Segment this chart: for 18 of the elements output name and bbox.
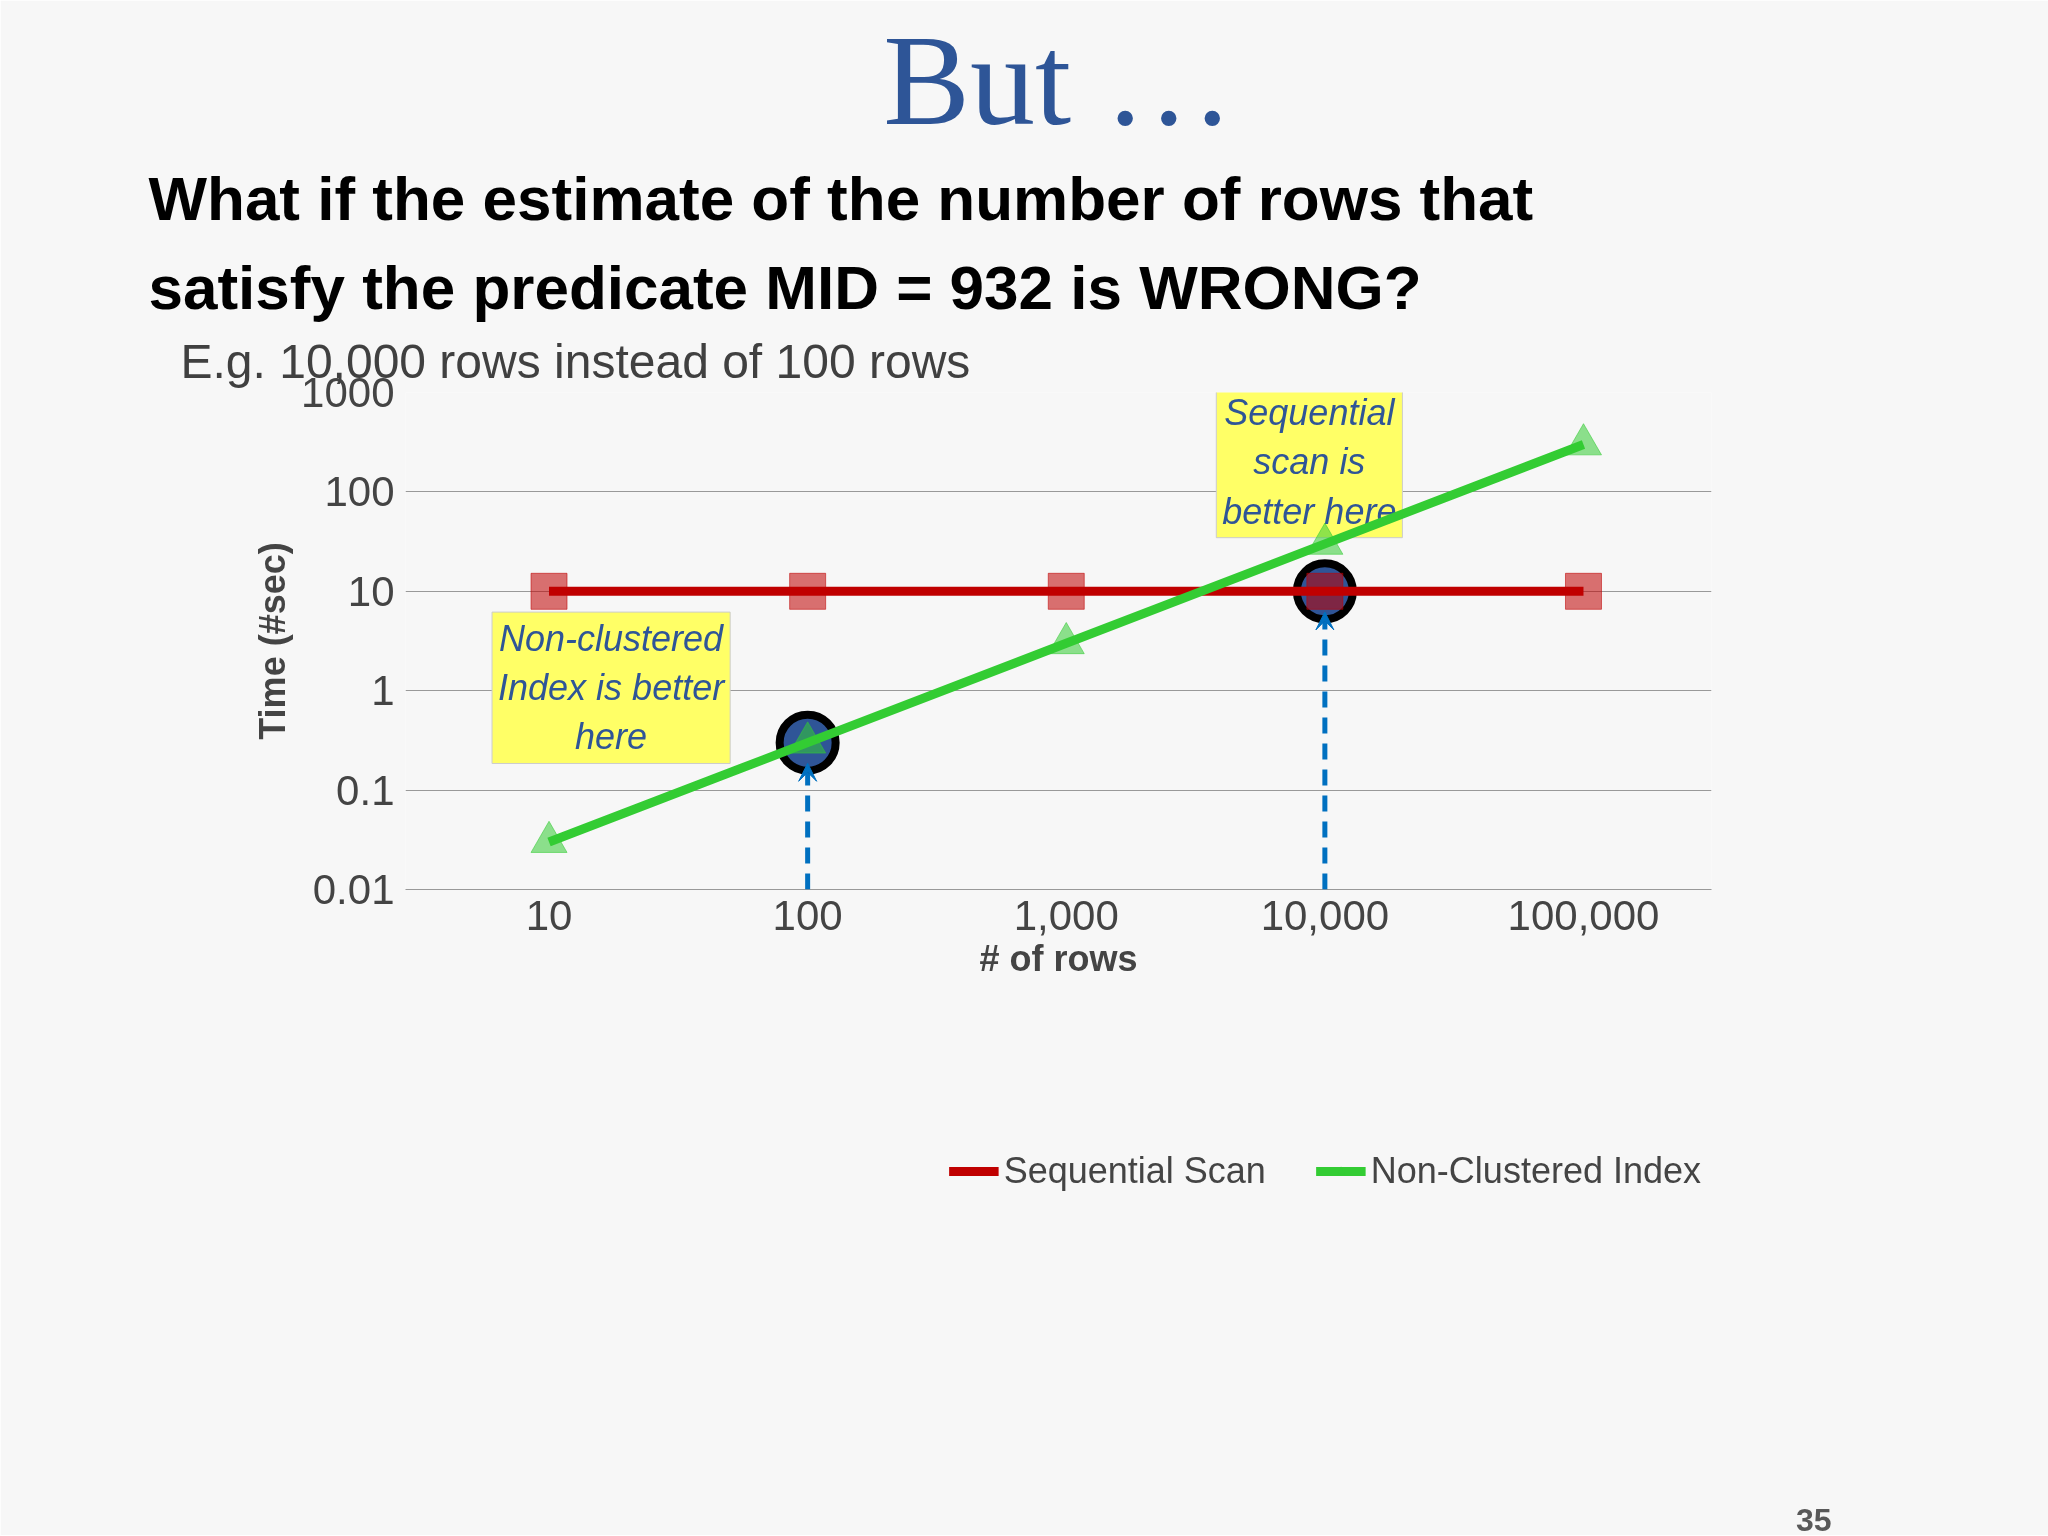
- x-axis-title: # of rows: [979, 937, 1138, 979]
- chart-title: But …: [883, 7, 1234, 152]
- annotation: Non-clustered Index is better here: [498, 618, 727, 758]
- legend-label: Non-Clustered Index: [1370, 1150, 1701, 1193]
- x-tick-label: 1,000: [1013, 891, 1119, 939]
- legend-label: Sequential Scan: [1003, 1150, 1266, 1193]
- x-tick-label: 100,000: [1507, 891, 1660, 939]
- chart-subtitle: What if the estimate of the number of rows that satisfy the predicate MID = 932 is WRONG?: [148, 163, 1534, 323]
- y-tick-label: 10: [347, 567, 395, 615]
- text: 35: [1795, 1501, 1832, 1536]
- x-tick-label: 10,000: [1260, 891, 1390, 939]
- y-tick-label: 0.01: [312, 866, 395, 913]
- y-tick-label: 100: [324, 468, 395, 516]
- y-tick-label: 0.1: [336, 766, 395, 814]
- x-tick-label: 100: [772, 891, 843, 939]
- y-axis-title: Time (#sec): [252, 542, 294, 740]
- x-tick-label: 10: [525, 891, 573, 939]
- y-tick-label: 1: [371, 667, 395, 715]
